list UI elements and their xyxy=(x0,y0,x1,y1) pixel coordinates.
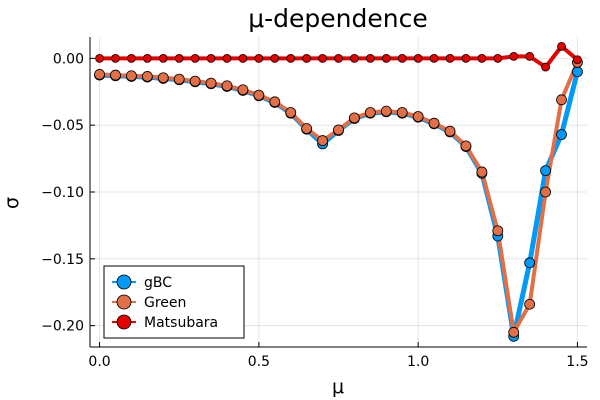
data-point-matsubara xyxy=(158,53,168,63)
legend: gBC Green Matsubara xyxy=(103,265,245,339)
data-point-matsubara xyxy=(254,53,264,63)
data-point-green xyxy=(157,72,169,84)
data-point-green xyxy=(285,107,297,118)
data-point-matsubara xyxy=(397,53,407,63)
data-point-matsubara xyxy=(525,51,535,61)
y-tick-label: −0.20 xyxy=(41,319,84,335)
chart-title: μ-dependence xyxy=(248,4,428,33)
data-point-gbc xyxy=(540,165,551,177)
y-tick-label: −0.10 xyxy=(41,185,84,201)
data-point-green xyxy=(94,69,105,80)
data-point-green xyxy=(412,111,424,122)
y-tick-label: −0.15 xyxy=(41,252,84,268)
data-point-green xyxy=(364,107,376,118)
data-point-green xyxy=(189,75,201,87)
data-point-matsubara xyxy=(557,41,566,51)
data-point-matsubara xyxy=(573,55,582,65)
data-point-matsubara xyxy=(174,53,184,63)
data-point-green xyxy=(205,77,217,89)
data-point-gbc xyxy=(572,66,583,78)
data-point-matsubara xyxy=(365,53,375,63)
x-tick-label: 1.0 xyxy=(407,354,429,370)
data-point-green xyxy=(460,140,472,152)
data-point-matsubara xyxy=(509,51,519,61)
series-layer xyxy=(94,41,583,342)
x-tick-label: 0.0 xyxy=(88,354,110,370)
data-point-green xyxy=(253,89,265,101)
data-point-green xyxy=(173,73,185,85)
data-point-matsubara xyxy=(302,53,312,63)
legend-marker-matsubara xyxy=(116,314,132,330)
data-point-matsubara xyxy=(95,53,104,63)
data-point-matsubara xyxy=(541,62,550,72)
axes xyxy=(89,37,587,348)
data-point-green xyxy=(126,70,137,82)
data-point-matsubara xyxy=(238,53,248,63)
data-point-matsubara xyxy=(190,53,200,63)
data-point-matsubara xyxy=(413,53,423,63)
data-point-green xyxy=(492,225,504,237)
data-point-gbc xyxy=(556,129,567,140)
data-point-matsubara xyxy=(142,53,152,63)
data-point-green xyxy=(317,135,328,146)
y-tick-label: 0.00 xyxy=(53,51,84,67)
legend-marker-gbc xyxy=(116,274,132,290)
y-tick-label: −0.05 xyxy=(41,118,84,134)
data-point-green xyxy=(396,107,408,118)
data-point-green xyxy=(556,94,567,106)
data-point-green xyxy=(444,125,456,137)
data-point-green xyxy=(380,105,392,117)
x-tick-label: 0.5 xyxy=(248,354,270,370)
data-point-green xyxy=(476,166,488,178)
legend-label-matsubara: Matsubara xyxy=(144,315,218,331)
data-point-matsubara xyxy=(350,53,359,63)
legend-label-gbc: gBC xyxy=(144,275,172,291)
data-point-green xyxy=(508,326,520,338)
data-point-green xyxy=(237,84,249,96)
data-point-green xyxy=(301,123,313,134)
data-point-gbc xyxy=(524,257,536,269)
legend-marker-green xyxy=(116,294,132,310)
data-point-matsubara xyxy=(445,53,455,63)
data-point-matsubara xyxy=(127,53,136,63)
x-axis-label: μ xyxy=(332,376,344,398)
data-point-green xyxy=(349,112,360,124)
data-point-matsubara xyxy=(461,53,471,63)
data-point-matsubara xyxy=(206,53,216,63)
legend-label-green: Green xyxy=(144,295,186,311)
data-point-matsubara xyxy=(334,53,343,63)
data-point-green xyxy=(269,96,281,108)
data-point-matsubara xyxy=(318,53,327,63)
tick-labels: 0.0 0.5 1.0 1.5 0.00 −0.05 −0.10 −0.15 −0.20 xyxy=(41,51,588,370)
data-point-matsubara xyxy=(477,53,487,63)
data-point-green xyxy=(428,117,440,129)
data-point-green xyxy=(333,124,344,136)
data-point-matsubara xyxy=(381,53,391,63)
data-point-matsubara xyxy=(493,53,503,63)
data-point-green xyxy=(141,71,153,82)
data-point-matsubara xyxy=(222,53,232,63)
data-point-matsubara xyxy=(286,53,296,63)
data-point-matsubara xyxy=(429,53,439,63)
data-point-green xyxy=(524,298,536,310)
data-point-green xyxy=(110,69,121,81)
data-point-matsubara xyxy=(270,53,280,63)
data-point-green xyxy=(540,186,551,198)
y-axis-label: σ xyxy=(1,197,23,209)
data-point-green xyxy=(221,80,233,92)
data-point-matsubara xyxy=(111,53,120,63)
x-tick-label: 1.5 xyxy=(566,354,588,370)
